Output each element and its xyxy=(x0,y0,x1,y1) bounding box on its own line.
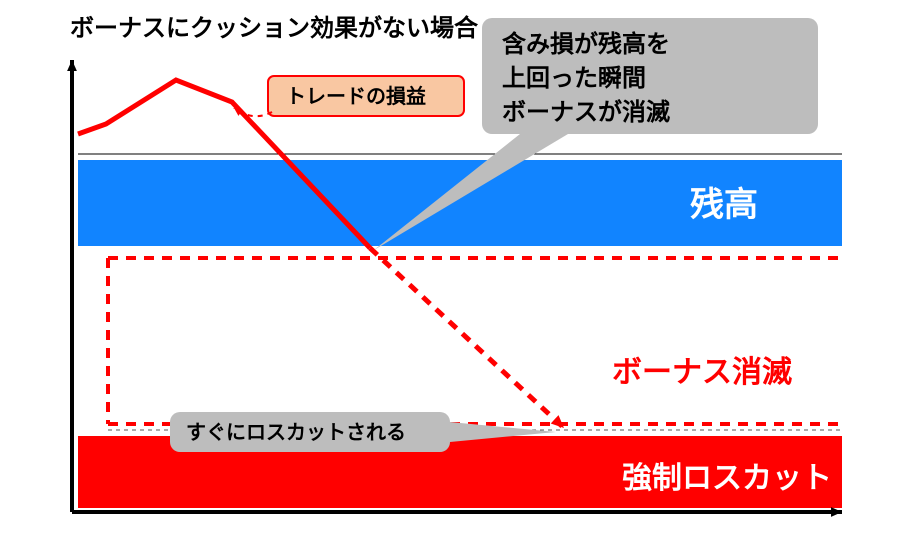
diagram-stage: ボーナスにクッション効果がない場合含み損が残高を上回った瞬間ボーナスが消滅 トレー… xyxy=(0,0,900,559)
diagram-svg: ボーナスにクッション効果がない場合含み損が残高を上回った瞬間ボーナスが消滅 トレー… xyxy=(0,0,900,559)
trade-pl-text: トレードの損益 xyxy=(286,84,426,108)
bonus-vanish-text-line: 上回った瞬間 xyxy=(502,65,646,92)
immediate-losscut-text: すぐにロスカットされる xyxy=(186,421,406,444)
balance-label: 残高 xyxy=(690,186,758,224)
bonus-vanish-text-line: 含み損が残高を xyxy=(502,30,670,58)
bonus-vanish-label: ボーナス消滅 xyxy=(612,356,792,389)
bonus-vanish-text-line: ボーナスが消滅 xyxy=(502,98,670,126)
chart-title: ボーナスにクッション効果がない場合 xyxy=(70,14,479,42)
losscut-label: 強制ロスカット xyxy=(622,462,832,495)
